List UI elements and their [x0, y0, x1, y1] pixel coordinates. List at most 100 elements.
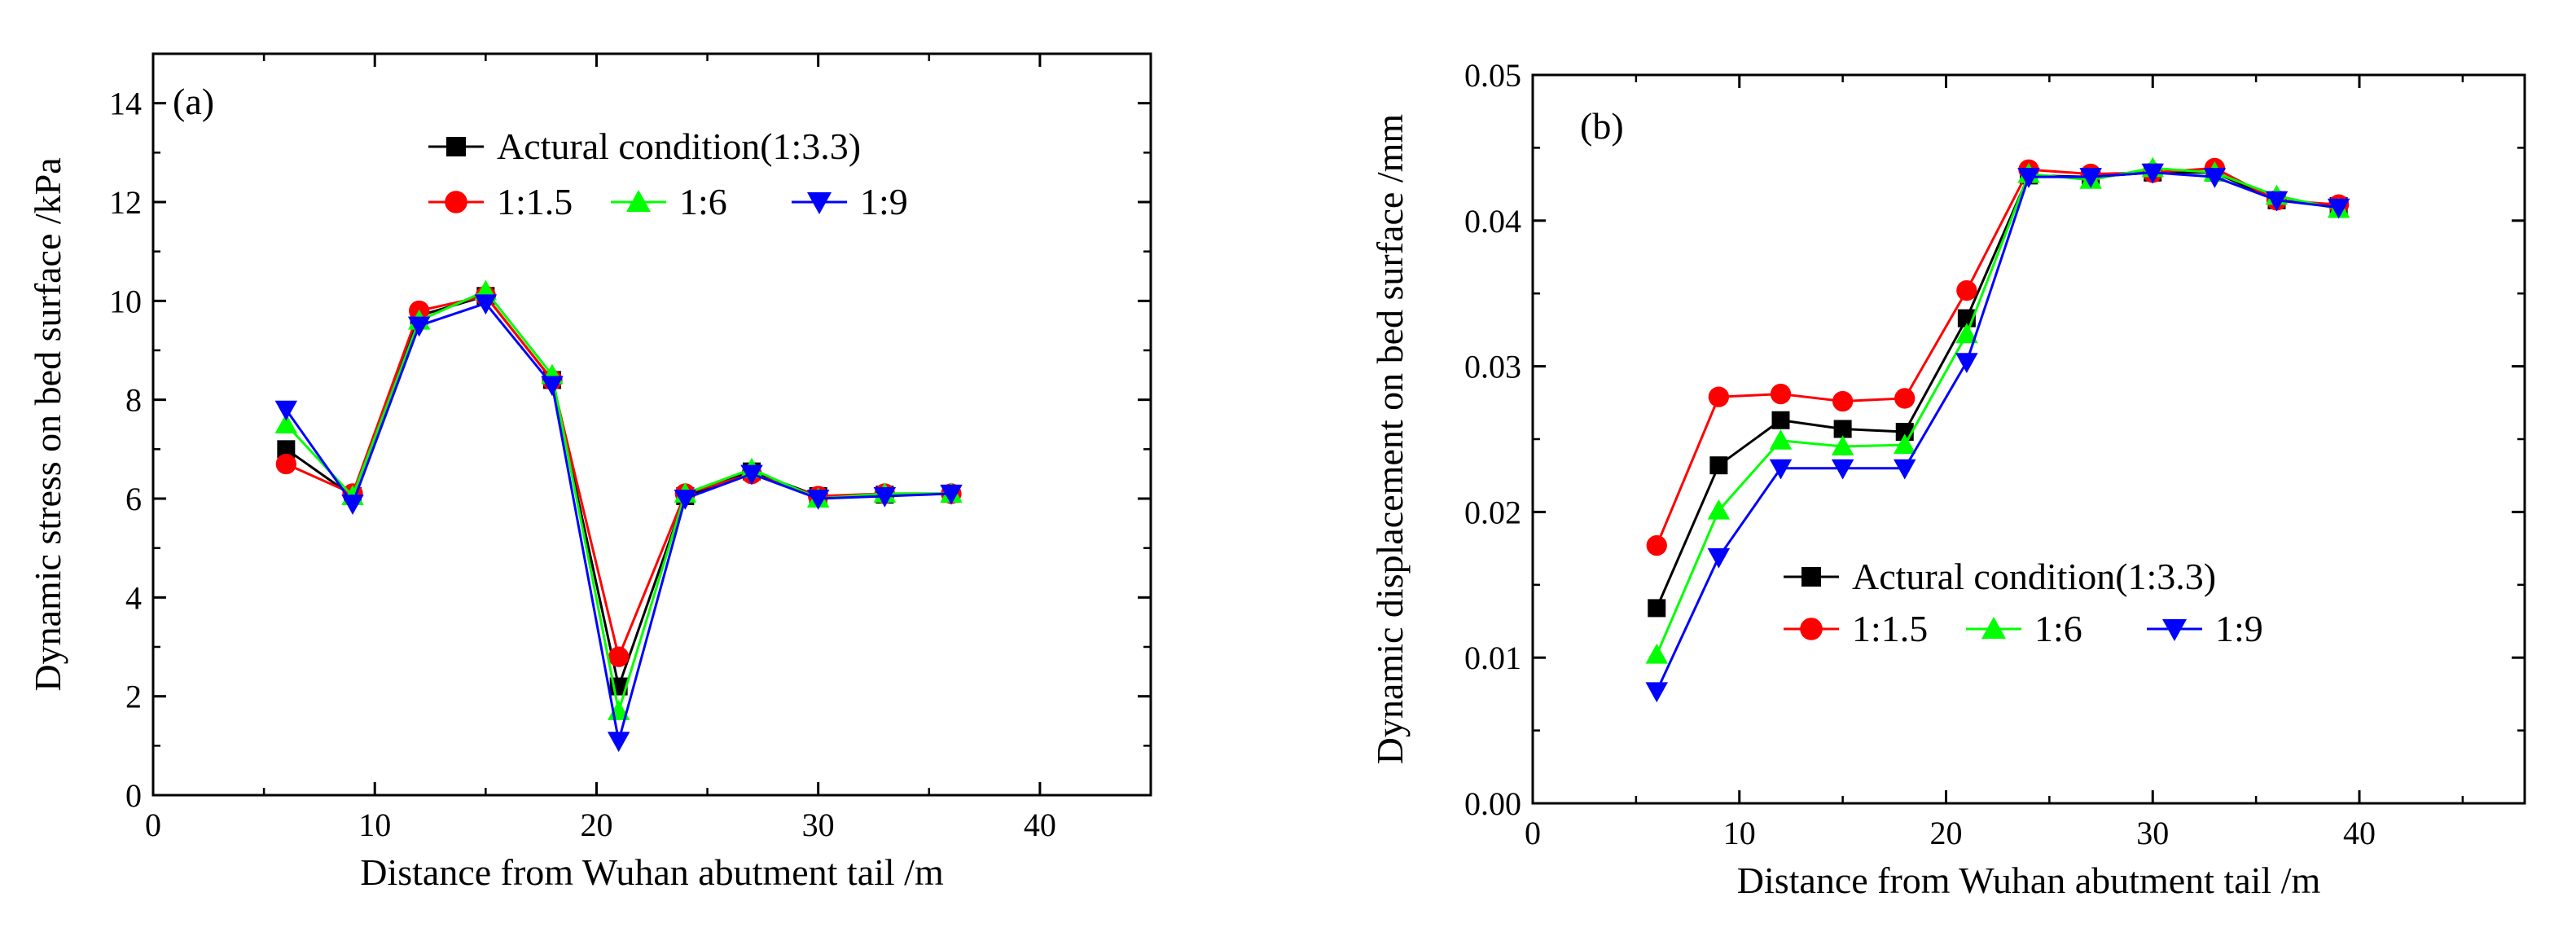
chart-panel-b: 0.00 0.01 0.02 0.03 0.04 0.05 0 10 20 30 40 Distanc…: [1369, 57, 2526, 901]
series-triangle-down: [1645, 163, 2350, 703]
data-point: [806, 490, 830, 510]
data-point: [1708, 386, 1730, 407]
y-tick-label: 8: [125, 382, 142, 419]
data-point: [277, 440, 296, 459]
y-tick-label: 0.01: [1464, 640, 1521, 676]
data-point: [407, 316, 431, 337]
y-tick-label: 12: [109, 184, 142, 221]
data-point: [1894, 459, 1916, 480]
data-point: [1831, 459, 1854, 480]
y-tick-label: 0: [125, 777, 142, 814]
data-point: [1770, 383, 1792, 405]
series-line: [1655, 166, 2339, 656]
x-axis-label: Distance from Wuhan abutment tail /m: [360, 851, 944, 893]
legend-label: 1:6: [679, 181, 727, 222]
series-line: [1655, 166, 2339, 547]
series-line: [285, 301, 952, 741]
x-tick-label: 10: [1723, 815, 1756, 851]
y-tick-label: 0.05: [1464, 57, 1521, 94]
legend-label: 1:9: [860, 181, 908, 222]
data-point: [1956, 279, 1977, 301]
x-tick-label: 0: [1525, 815, 1541, 851]
y-tick-label: 2: [125, 679, 142, 715]
data-point: [1648, 599, 1666, 618]
legend-marker: [2162, 619, 2187, 641]
x-tick-label: 30: [802, 807, 835, 843]
legend: Actural condition(1:3.3) 1:1.5 1:6 1:9: [1784, 556, 2263, 649]
data-point: [541, 376, 564, 397]
series-circle: [275, 285, 962, 667]
x-axis-label: Distance from Wuhan abutment tail /m: [1737, 860, 2321, 901]
legend-label: Actural condition(1:3.3): [1852, 556, 2216, 597]
legend-label: Actural condition(1:3.3): [497, 125, 861, 167]
x-tick-label: 10: [358, 807, 391, 843]
legend-marker: [446, 137, 466, 156]
x-tick-label: 20: [580, 807, 612, 843]
data-point: [1645, 643, 1668, 664]
data-point: [274, 400, 298, 421]
legend-marker: [807, 192, 832, 214]
legend-marker: [445, 191, 467, 213]
y-axis-label: Dynamic displacement on bed surface /mm: [1369, 114, 1411, 765]
data-point: [1955, 353, 1978, 373]
y-tick-label: 0.03: [1464, 349, 1521, 385]
data-point: [1707, 499, 1731, 520]
series-square: [277, 287, 960, 696]
legend: Actural condition(1:3.3) 1:1.5 1:6 1:9: [428, 125, 908, 222]
legend-marker: [1800, 618, 1823, 640]
data-point: [1894, 388, 1916, 409]
data-point: [608, 646, 630, 667]
y-axis-label: Dynamic stress on bed surface /kPa: [27, 157, 68, 691]
data-point: [873, 486, 897, 508]
y-tick-label: 4: [125, 579, 142, 616]
data-point: [1646, 534, 1667, 556]
x-tick-label: 30: [2136, 815, 2169, 851]
data-point: [1831, 435, 1854, 455]
y-tick-label: 14: [109, 86, 142, 122]
legend-marker: [1981, 617, 2006, 639]
series-circle: [1646, 157, 2350, 556]
legend-marker: [1801, 567, 1821, 587]
data-point: [2079, 168, 2102, 188]
data-point: [2327, 198, 2350, 219]
y-tick-label: 6: [125, 481, 142, 517]
data-point: [674, 490, 697, 510]
data-point: [1645, 682, 1668, 703]
y-tick-label: 0.02: [1464, 494, 1521, 530]
x-tick-label: 0: [145, 807, 161, 843]
data-point: [275, 453, 296, 475]
series-line: [1655, 171, 2339, 692]
x-tick-label: 40: [1024, 807, 1056, 843]
y-tick-label: 0.04: [1464, 203, 1521, 240]
data-point: [1894, 433, 1916, 455]
chart-panel-a: 0 2 4 6 8 10 12 14 0 10 20 30 40 Distance from Wuhan …: [27, 52, 1152, 893]
data-point: [740, 464, 763, 486]
data-point: [1771, 411, 1790, 429]
data-point: [1833, 420, 1852, 438]
legend-label: 1:1.5: [497, 181, 573, 222]
data-point: [2203, 168, 2227, 188]
data-point: [474, 294, 498, 315]
data-point: [940, 484, 963, 505]
series-line: [285, 294, 951, 662]
legend-label: 1:9: [2215, 608, 2263, 649]
legend-label: 1:6: [2034, 608, 2082, 649]
y-tick-label: 0.00: [1464, 785, 1521, 822]
plot-frame: [151, 52, 1152, 797]
data-point: [2017, 168, 2040, 188]
data-point: [607, 732, 630, 753]
data-point: [341, 495, 364, 515]
data-point: [2265, 191, 2289, 212]
series-line: [285, 294, 952, 692]
data-point: [1709, 456, 1728, 475]
series-line: [1655, 171, 2339, 609]
data-point: [2141, 163, 2164, 184]
data-point: [1769, 429, 1793, 450]
data-point: [1832, 390, 1854, 412]
panel-tag: (a): [173, 81, 214, 122]
data-point: [1707, 547, 1731, 569]
data-point: [1955, 323, 1978, 344]
legend-label: 1:1.5: [1852, 608, 1928, 649]
data-point: [1769, 459, 1793, 480]
